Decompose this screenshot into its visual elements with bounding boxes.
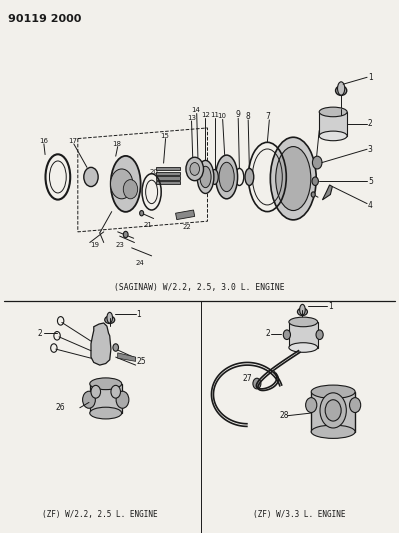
Ellipse shape (245, 168, 254, 185)
Text: 5: 5 (368, 177, 373, 185)
Text: (SAGINAW) W/2.2, 2.5, 3.0 L. ENGINE: (SAGINAW) W/2.2, 2.5, 3.0 L. ENGINE (114, 284, 285, 292)
Ellipse shape (211, 169, 218, 184)
Text: 8: 8 (246, 112, 251, 120)
Ellipse shape (197, 160, 214, 193)
Text: 21: 21 (144, 222, 152, 228)
Text: 17: 17 (69, 138, 78, 144)
Ellipse shape (300, 304, 305, 315)
Polygon shape (91, 323, 111, 365)
Text: 10: 10 (217, 112, 226, 119)
Text: 90119 2000: 90119 2000 (8, 14, 81, 23)
Text: 22: 22 (183, 223, 192, 230)
Circle shape (113, 344, 119, 351)
Text: 1: 1 (136, 310, 141, 319)
Ellipse shape (311, 385, 355, 399)
Ellipse shape (297, 308, 307, 316)
Circle shape (350, 398, 361, 413)
Ellipse shape (105, 316, 115, 324)
Text: 26: 26 (56, 403, 65, 412)
Text: 24: 24 (136, 260, 144, 266)
Bar (156, 167, 180, 170)
Text: 28: 28 (279, 411, 289, 420)
Text: 18: 18 (113, 141, 121, 147)
Text: 15: 15 (160, 133, 169, 139)
Circle shape (312, 177, 318, 185)
Bar (156, 181, 180, 184)
Bar (90, 384, 122, 413)
Text: 27: 27 (243, 374, 253, 383)
Text: 16: 16 (39, 138, 48, 144)
Ellipse shape (311, 425, 355, 438)
Circle shape (116, 391, 129, 408)
Ellipse shape (271, 137, 316, 220)
Circle shape (140, 211, 144, 216)
Circle shape (111, 169, 133, 199)
Circle shape (190, 163, 200, 175)
Circle shape (84, 167, 98, 187)
Ellipse shape (90, 378, 122, 390)
Text: 12: 12 (201, 111, 210, 118)
Bar (319, 112, 347, 136)
Circle shape (83, 391, 95, 408)
Text: (ZF) W/2.2, 2.5 L. ENGINE: (ZF) W/2.2, 2.5 L. ENGINE (42, 510, 158, 519)
Text: 3: 3 (368, 145, 373, 154)
Text: 19: 19 (90, 242, 99, 248)
Circle shape (111, 385, 120, 398)
Text: 1: 1 (328, 302, 333, 311)
Circle shape (320, 393, 346, 428)
Polygon shape (322, 185, 332, 200)
Circle shape (123, 180, 138, 199)
Ellipse shape (319, 107, 347, 117)
Ellipse shape (276, 147, 311, 211)
Text: 23: 23 (116, 242, 124, 248)
Text: 13: 13 (187, 115, 196, 122)
Ellipse shape (336, 86, 347, 95)
Circle shape (283, 330, 290, 340)
Bar (289, 322, 318, 348)
Circle shape (316, 330, 323, 340)
Circle shape (312, 156, 322, 169)
Circle shape (306, 398, 317, 413)
Polygon shape (176, 210, 195, 220)
Ellipse shape (107, 312, 113, 323)
Bar (156, 172, 180, 175)
Circle shape (253, 378, 261, 389)
Text: 11: 11 (210, 111, 219, 118)
Circle shape (91, 385, 101, 398)
Circle shape (311, 192, 315, 197)
Text: 25: 25 (136, 357, 146, 366)
Ellipse shape (111, 156, 140, 212)
Text: 9: 9 (236, 110, 241, 119)
Ellipse shape (289, 343, 318, 352)
Circle shape (186, 157, 203, 181)
Text: 4: 4 (368, 201, 373, 209)
Text: 14: 14 (191, 107, 200, 114)
Ellipse shape (219, 162, 234, 191)
Text: 2: 2 (265, 329, 270, 338)
Text: 2: 2 (368, 119, 373, 128)
Ellipse shape (200, 166, 211, 188)
Circle shape (123, 231, 128, 238)
Text: 7: 7 (266, 112, 271, 120)
Ellipse shape (215, 155, 237, 199)
Bar (156, 176, 180, 180)
Ellipse shape (338, 82, 345, 95)
Ellipse shape (90, 407, 122, 419)
Text: 1: 1 (368, 73, 373, 82)
Polygon shape (118, 353, 136, 361)
Circle shape (325, 400, 341, 421)
Ellipse shape (319, 131, 347, 141)
Ellipse shape (289, 317, 318, 327)
Text: (ZF) W/3.3 L. ENGINE: (ZF) W/3.3 L. ENGINE (253, 510, 346, 519)
Text: 20: 20 (149, 168, 158, 175)
Text: 2: 2 (38, 329, 43, 337)
Bar (311, 392, 355, 432)
